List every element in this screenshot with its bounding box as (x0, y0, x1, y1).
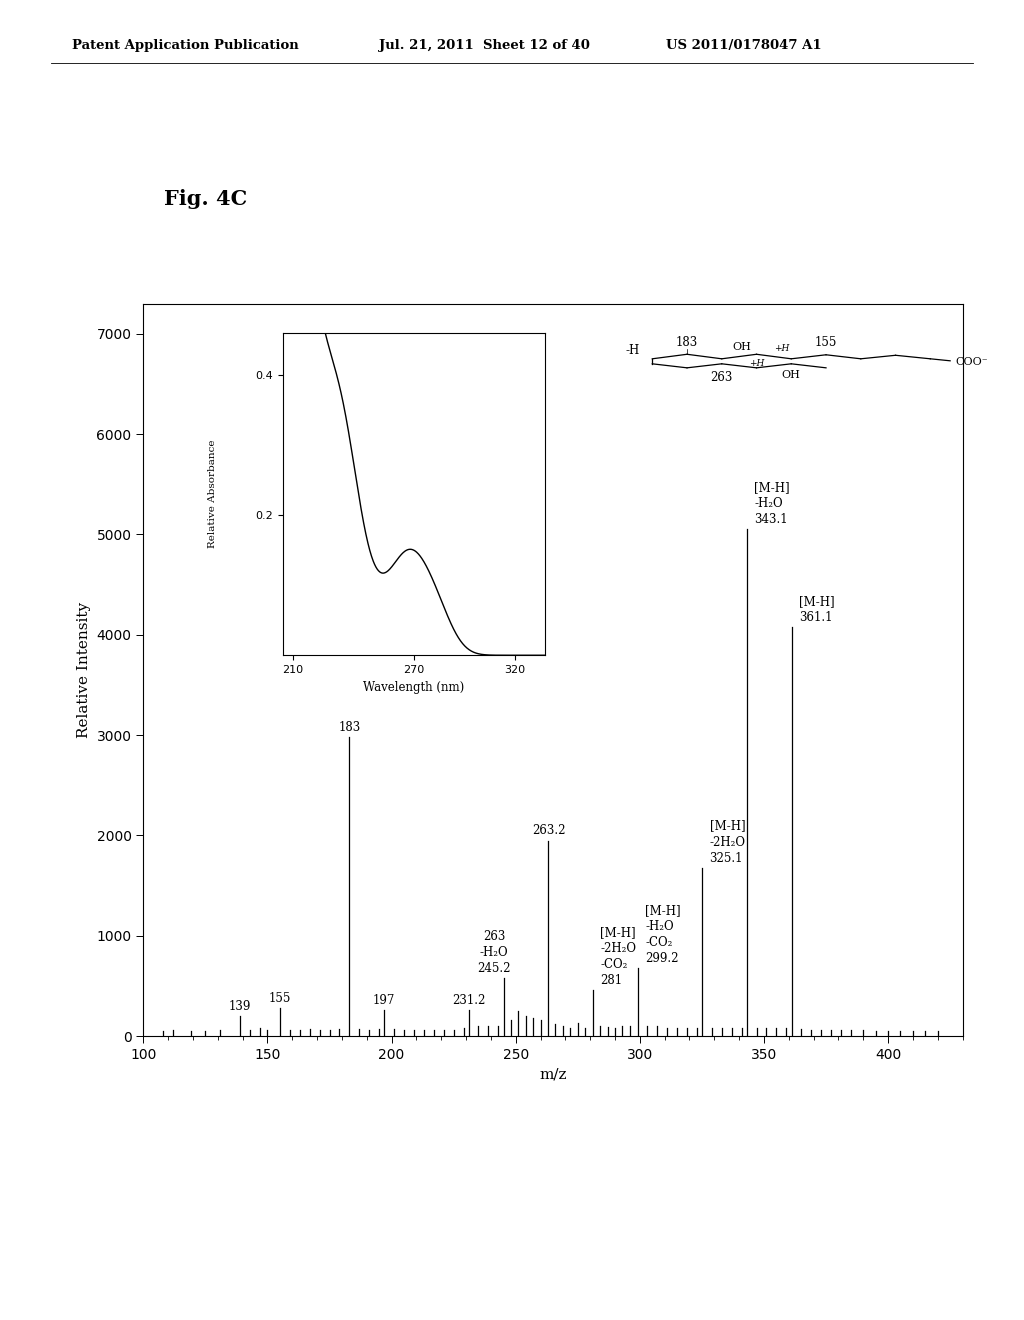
Text: Fig. 4C: Fig. 4C (164, 189, 247, 209)
Text: [M-H]
-H₂O
-CO₂
299.2: [M-H] -H₂O -CO₂ 299.2 (645, 904, 681, 965)
Text: -H: -H (626, 345, 640, 358)
Text: COO⁻: COO⁻ (955, 356, 988, 367)
Text: 155: 155 (268, 993, 291, 1005)
Text: OH: OH (782, 370, 801, 380)
Text: [M-H]
-2H₂O
-CO₂
281: [M-H] -2H₂O -CO₂ 281 (600, 927, 636, 987)
Text: 183: 183 (676, 335, 698, 348)
Y-axis label: Relative Intensity: Relative Intensity (77, 602, 91, 738)
Text: [M-H]
-2H₂O
325.1: [M-H] -2H₂O 325.1 (710, 820, 745, 865)
Text: +H: +H (774, 345, 790, 354)
Text: 263
-H₂O
245.2: 263 -H₂O 245.2 (477, 931, 511, 975)
Text: Jul. 21, 2011  Sheet 12 of 40: Jul. 21, 2011 Sheet 12 of 40 (379, 38, 590, 51)
Text: 263: 263 (711, 371, 733, 384)
Text: 231.2: 231.2 (453, 994, 485, 1007)
Text: Patent Application Publication: Patent Application Publication (72, 38, 298, 51)
Text: +H: +H (749, 359, 764, 368)
Text: 155: 155 (815, 335, 838, 348)
Text: US 2011/0178047 A1: US 2011/0178047 A1 (666, 38, 821, 51)
Text: 139: 139 (229, 1001, 251, 1014)
Text: [M-H]
361.1: [M-H] 361.1 (799, 595, 835, 624)
Text: 183: 183 (338, 721, 360, 734)
Text: 197: 197 (373, 994, 395, 1007)
X-axis label: m/z: m/z (540, 1068, 566, 1081)
Text: [M-H]
-H₂O
343.1: [M-H] -H₂O 343.1 (755, 482, 790, 527)
Text: OH: OH (732, 342, 751, 352)
Text: 263.2: 263.2 (531, 825, 565, 837)
